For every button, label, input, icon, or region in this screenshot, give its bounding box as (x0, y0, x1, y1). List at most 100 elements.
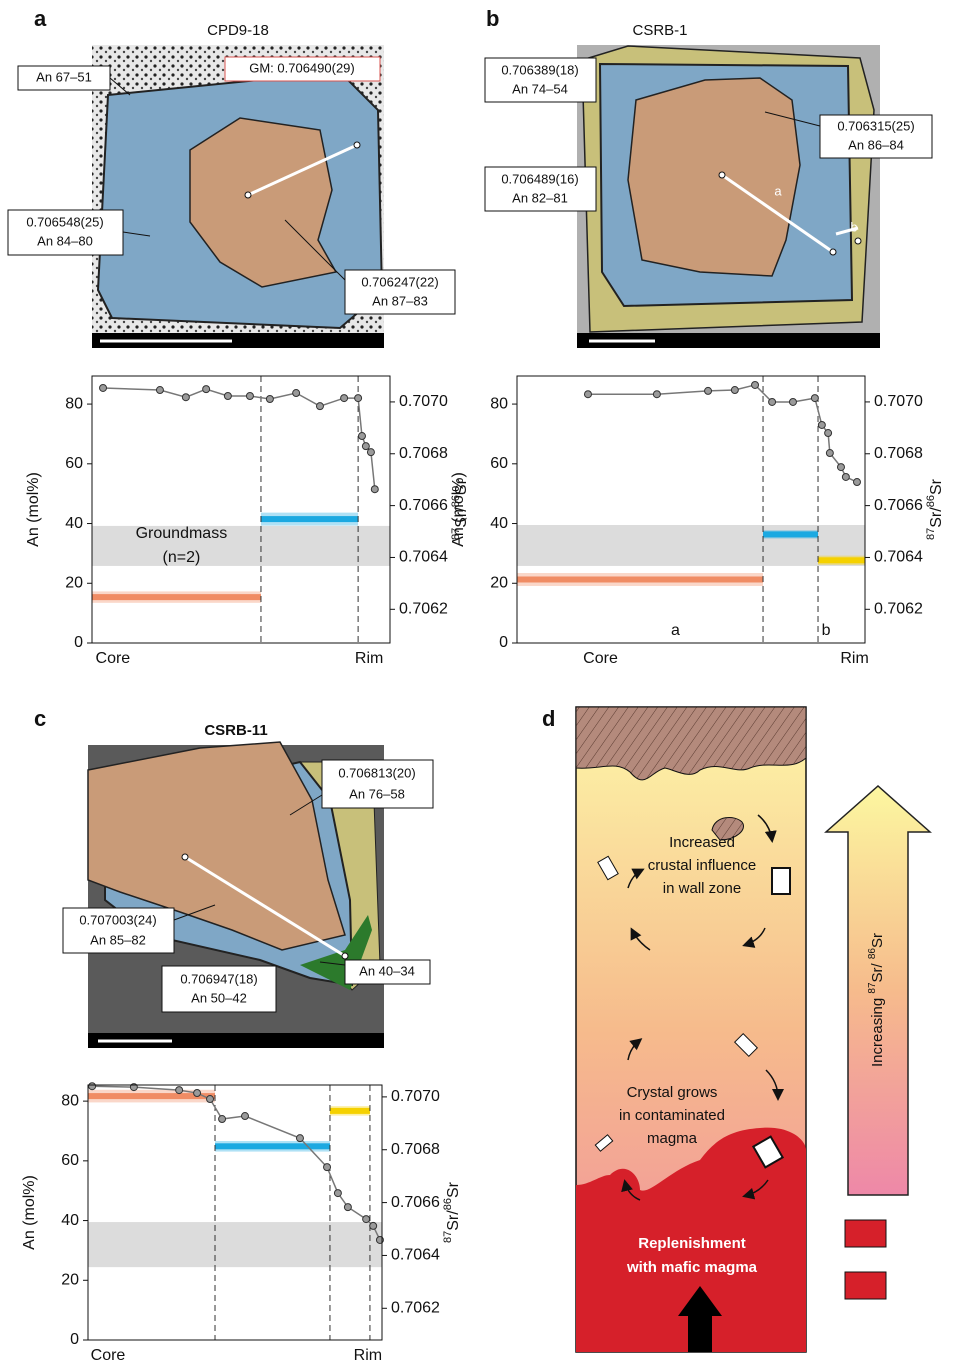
y2-tick-label: 0.7070 (874, 393, 923, 410)
an-point (100, 384, 107, 391)
diagram-text: magma (647, 1130, 698, 1147)
sr-band (330, 1108, 370, 1114)
y-tick-label: 0 (74, 634, 83, 651)
sr-band (818, 557, 865, 563)
plot-frame (517, 376, 865, 643)
an-point (367, 449, 374, 456)
image-label: An 84–80 (37, 233, 93, 248)
an-point (705, 387, 712, 394)
x-tick-label: Core (583, 650, 618, 667)
y2-tick-label: 0.7062 (874, 601, 923, 618)
y-tick-label: 80 (65, 395, 83, 412)
crystal-image: CPD9-18 GM: 0.706490(29) An 67–51 0.7065… (8, 22, 455, 348)
y-tick-label: 20 (490, 574, 508, 591)
segment-label: b (822, 622, 831, 639)
y2-tick-label: 0.7064 (399, 549, 448, 566)
an-point (355, 395, 362, 402)
image-label: An 40–34 (359, 963, 415, 978)
diagram-text: in contaminated (619, 1107, 725, 1124)
image-label: 0.706548(25) (26, 214, 103, 229)
an-point (789, 398, 796, 405)
an-point (341, 395, 348, 402)
y2-axis-label-part: 87 (442, 1231, 454, 1243)
an-point (344, 1204, 351, 1211)
image-label: b (850, 219, 857, 234)
figure: a b c d CPD9-18 GM: 0.706490(29) An 67–5… (0, 0, 965, 1363)
an-point (246, 393, 253, 400)
y-tick-label: 80 (490, 395, 508, 412)
image-label: 0.707003(24) (79, 912, 156, 927)
image-label: An 87–83 (372, 293, 428, 308)
an-point (363, 1216, 370, 1223)
y2-axis-label-part: Sr/ (445, 1210, 462, 1231)
x-tick-label: Rim (840, 650, 868, 667)
y2-tick-label: 0.7068 (874, 445, 923, 462)
an-point (182, 394, 189, 401)
an-point (266, 395, 273, 402)
y2-axis-label: 87Sr/86Sr (925, 478, 945, 540)
y-axis-label: An (mol%) (21, 1175, 38, 1250)
y-tick-label: 60 (61, 1152, 79, 1169)
sr-band (517, 576, 763, 582)
image-label: An 74–54 (512, 81, 568, 96)
an-point (89, 1083, 96, 1090)
an-point (316, 403, 323, 410)
an-point (371, 486, 378, 493)
arrow-label-part: Sr/ (869, 959, 886, 982)
arrow-label-part: Increasing (869, 994, 886, 1067)
an-point (853, 479, 860, 486)
x-tick-label: Rim (354, 1347, 382, 1363)
sr-band (763, 531, 818, 537)
an-point (362, 443, 369, 450)
an-point (769, 398, 776, 405)
y-tick-label: 80 (61, 1092, 79, 1109)
diagram-text: in wall zone (663, 880, 741, 897)
y-tick-label: 20 (65, 574, 83, 591)
y2-tick-label: 0.7066 (391, 1194, 440, 1211)
y2-axis-label-part: Sr/ (928, 507, 945, 528)
line-chart: 0204060800.70620.70640.70660.70680.7070C… (25, 376, 470, 667)
y-tick-label: 60 (65, 455, 83, 472)
image-label: An 86–84 (848, 137, 904, 152)
diagram-text: Increased (669, 834, 735, 851)
arrow-label-part: 86 (867, 948, 878, 960)
y2-tick-label: 0.7062 (391, 1300, 440, 1317)
image-label: An 85–82 (90, 932, 146, 947)
an-point (811, 395, 818, 402)
an-point (207, 1096, 214, 1103)
segment-label: a (671, 622, 680, 639)
y2-tick-label: 0.7070 (399, 393, 448, 410)
an-point (324, 1164, 331, 1171)
an-point (826, 450, 833, 457)
sr-band (215, 1143, 330, 1149)
y2-tick-label: 0.7066 (399, 497, 448, 514)
an-point (731, 387, 738, 394)
y2-tick-label: 0.7064 (391, 1247, 440, 1264)
line-chart: 0204060800.70620.70640.70660.70680.7070C… (450, 376, 945, 667)
an-point (653, 391, 660, 398)
diagram-text: crustal influence (648, 857, 756, 874)
sr-band (92, 594, 261, 600)
arrow-label-part: Sr (869, 933, 886, 948)
plot-frame (92, 376, 390, 643)
image-label: 0.706489(16) (501, 171, 578, 186)
image-label: 0.706947(18) (180, 971, 257, 986)
image-label: 0.706813(20) (338, 765, 415, 780)
an-point (176, 1087, 183, 1094)
y2-axis-label-part: Sr (445, 1181, 462, 1198)
y2-axis-label-part: Sr (928, 478, 945, 495)
image-label: 0.706315(25) (837, 118, 914, 133)
y2-axis-label: 87Sr/86Sr (442, 1181, 462, 1243)
an-point (224, 393, 231, 400)
diagram-text: Replenishment (638, 1235, 746, 1252)
x-tick-label: Core (96, 650, 131, 667)
an-point (370, 1222, 377, 1229)
image-label: a (774, 183, 782, 198)
y2-tick-label: 0.7070 (391, 1088, 440, 1105)
image-title: CSRB-1 (632, 22, 687, 39)
groundmass-band (88, 1222, 382, 1267)
y-tick-label: 0 (70, 1331, 79, 1348)
image-label: An 82–81 (512, 190, 568, 205)
image-label: An 50–42 (191, 990, 247, 1005)
an-point (296, 1135, 303, 1142)
